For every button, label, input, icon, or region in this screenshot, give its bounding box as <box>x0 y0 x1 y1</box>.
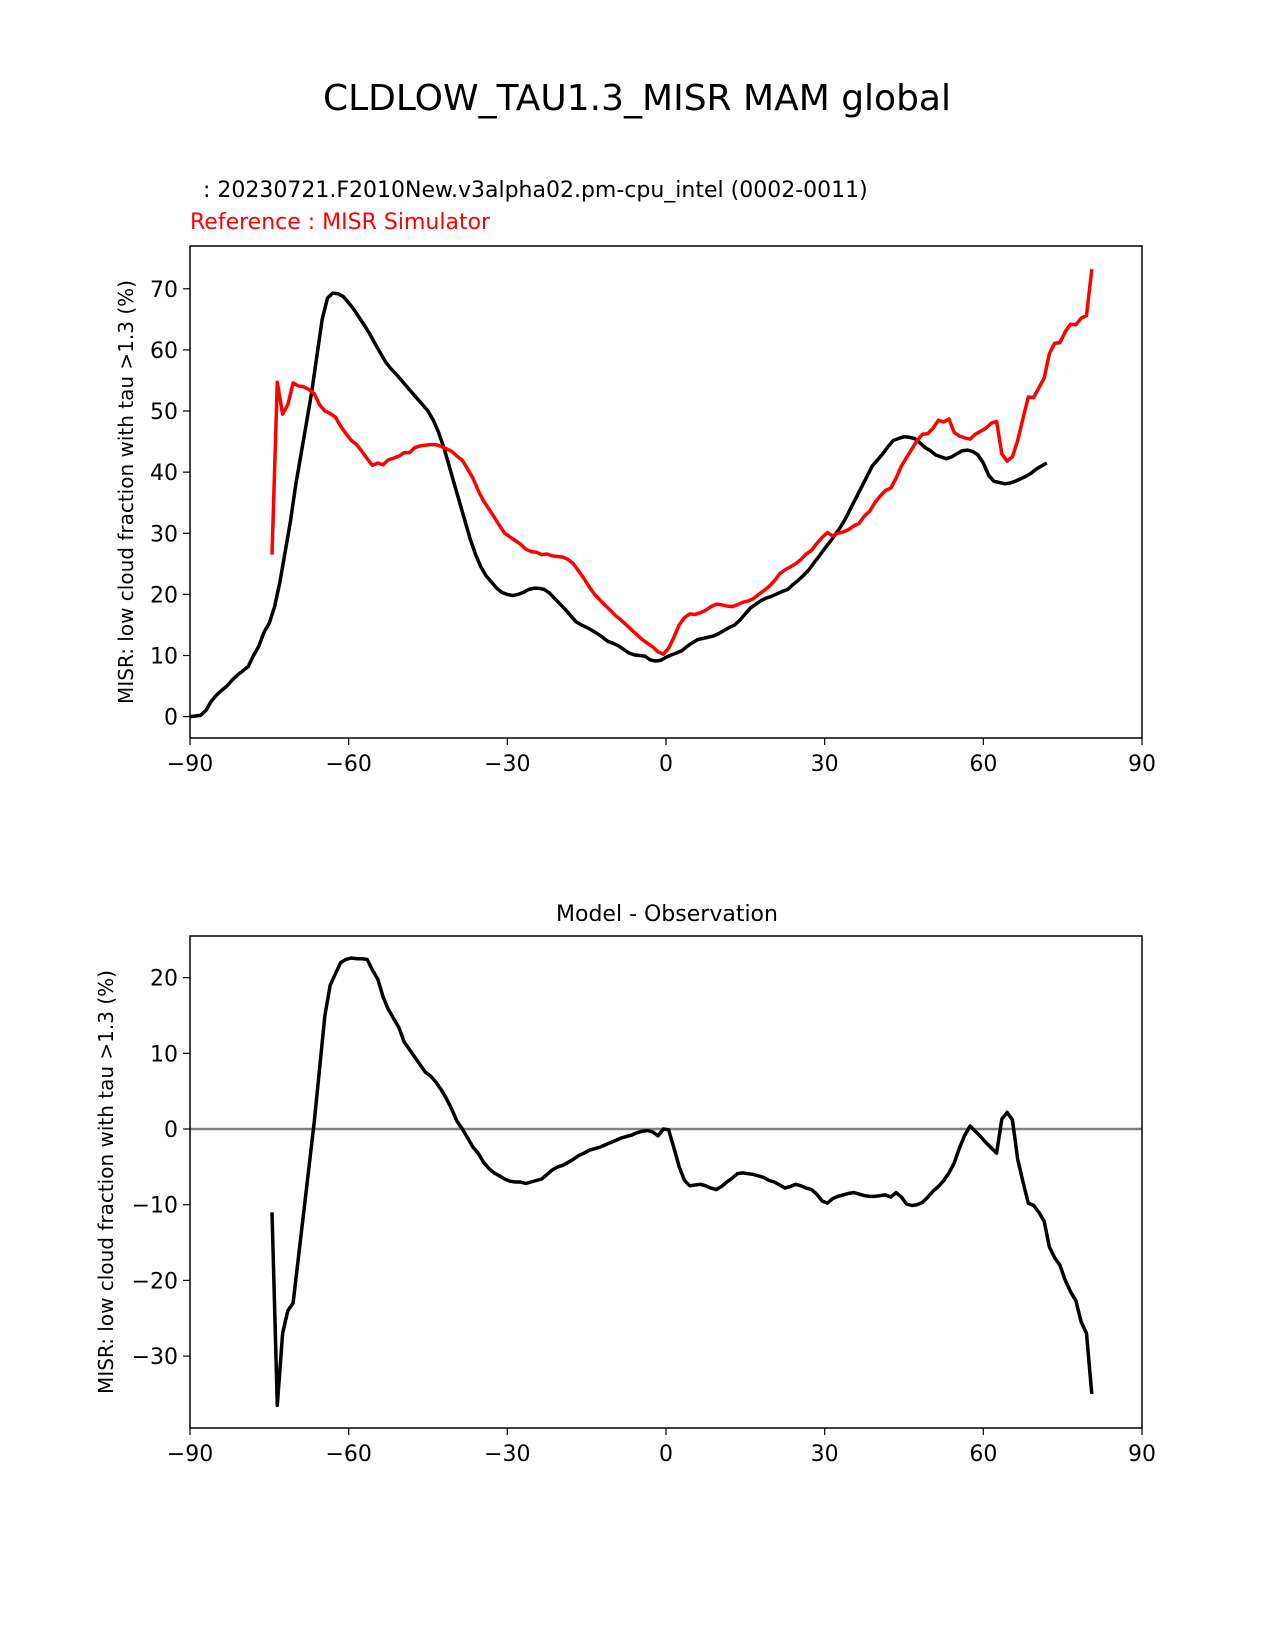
panel-model-vs-reference: : 20230721.F2010New.v3alpha02.pm-cpu_int… <box>114 178 1156 777</box>
plot-frame <box>189 245 1143 739</box>
panel1-plot-area: −90 −60 −30 0 30 60 90 0 10 20 30 40 50 60 70 MISR: low… <box>114 245 1156 777</box>
y-tick-label: −10 <box>132 1194 178 1219</box>
x-tick-label: −30 <box>484 752 530 777</box>
x-tick-label: −30 <box>484 1442 530 1467</box>
x-tick-label: 60 <box>969 1442 997 1467</box>
x-tick-label: −60 <box>325 752 371 777</box>
x-tick-label: 60 <box>969 752 997 777</box>
y-tick-label: −20 <box>132 1269 178 1294</box>
x-tick-label: 30 <box>811 1442 839 1467</box>
y-tick-label: 60 <box>150 339 178 364</box>
y-axis-label: MISR: low cloud fraction with tau >1.3 (… <box>94 970 118 1394</box>
panel-model-minus-observation: Model - Observation −90 −60 −30 0 30 60 90−30−… <box>94 902 1156 1467</box>
y-tick-label: 0 <box>164 706 178 731</box>
x-tick-label: −60 <box>325 1442 371 1467</box>
x-tick-label: 30 <box>811 752 839 777</box>
reference-label: Reference : MISR Simulator <box>190 210 491 235</box>
series-line-difference <box>270 956 1094 1408</box>
x-tick-label: 90 <box>1128 752 1156 777</box>
test-case-label: : 20230721.F2010New.v3alpha02.pm-cpu_int… <box>196 178 868 203</box>
plot-frame <box>189 935 1143 1429</box>
y-axis-label: MISR: low cloud fraction with tau >1.3 (… <box>114 280 138 704</box>
x-tick-label: −90 <box>167 752 213 777</box>
panel2-plot-area: −90 −60 −30 0 30 60 90 −30 −20 −10 0 10 20 MISR: low … <box>94 935 1156 1467</box>
x-tick-label: −90 <box>167 1442 213 1467</box>
y-tick-label: 0 <box>164 1118 178 1143</box>
y-tick-label: 40 <box>150 461 178 486</box>
figure-title: CLDLOW_TAU1.3_MISR MAM global <box>323 78 951 119</box>
y-tick-label: 30 <box>150 522 178 547</box>
y-tick-label: 50 <box>150 400 178 425</box>
difference-panel-title: Model - Observation <box>556 902 778 927</box>
y-tick-label: 20 <box>150 583 178 608</box>
x-tick-label: 90 <box>1128 1442 1156 1467</box>
y-tick-label: −30 <box>132 1345 178 1370</box>
y-tick-label: 10 <box>150 1042 178 1067</box>
x-tick-label: 0 <box>659 1442 673 1467</box>
series-line-reference <box>270 269 1094 657</box>
y-tick-label: 70 <box>150 278 178 303</box>
series-line-test <box>189 291 1048 719</box>
x-tick-label: 0 <box>659 752 673 777</box>
y-tick-label: 10 <box>150 644 178 669</box>
y-tick-label: 20 <box>150 967 178 992</box>
